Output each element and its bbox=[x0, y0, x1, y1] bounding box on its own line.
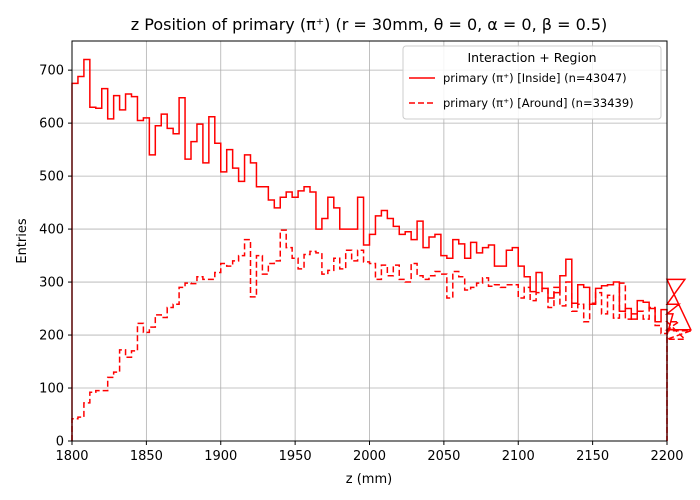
x-tick-label: 1850 bbox=[130, 449, 163, 464]
legend-box bbox=[402, 45, 662, 120]
x-tick-label: 2150 bbox=[576, 449, 609, 464]
x-tick-label: 1800 bbox=[55, 449, 88, 464]
x-tick-label: 2100 bbox=[502, 449, 535, 464]
y-tick-label: 400 bbox=[39, 223, 64, 238]
legend-title: Interaction + Region bbox=[467, 50, 596, 65]
series-step-line-inside bbox=[71, 58, 692, 441]
chart-title: z Position of primary (π⁺) (r = 30mm, θ … bbox=[131, 15, 608, 34]
x-tick-label: 2050 bbox=[427, 449, 460, 464]
y-tick-label: 300 bbox=[39, 276, 64, 291]
legend: Interaction + Region primary (π⁺) [Insid… bbox=[402, 45, 662, 120]
y-tick-label: 100 bbox=[39, 382, 64, 397]
y-tick-label: 700 bbox=[39, 64, 64, 79]
x-tick-label: 2000 bbox=[353, 449, 386, 464]
y-tick-label: 600 bbox=[39, 117, 64, 132]
series-step-line-around bbox=[71, 229, 692, 441]
axis-ticks: 1800 1850 1900 1950 2000 2050 2100 2150 2200 0 100… bbox=[39, 64, 683, 464]
y-tick-label: 0 bbox=[56, 435, 64, 450]
legend-label-inside: primary (π⁺) [Inside] (n=43047) bbox=[443, 71, 627, 85]
legend-label-around: primary (π⁺) [Around] (n=33439) bbox=[443, 96, 634, 110]
histogram-series bbox=[71, 58, 692, 441]
x-axis-label: z (mm) bbox=[346, 472, 392, 487]
y-axis-label: Entries bbox=[15, 218, 30, 264]
x-tick-label: 1900 bbox=[204, 449, 237, 464]
x-tick-label: 1950 bbox=[279, 449, 312, 464]
y-tick-label: 500 bbox=[39, 170, 64, 185]
y-tick-label: 200 bbox=[39, 329, 64, 344]
x-tick-label: 2200 bbox=[650, 449, 683, 464]
